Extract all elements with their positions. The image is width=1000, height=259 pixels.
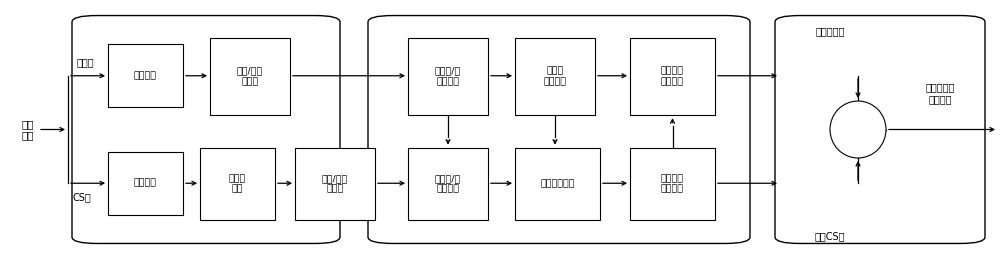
Text: 量化/熵编
码单元: 量化/熵编 码单元 xyxy=(237,67,263,86)
Text: 视频
序列: 视频 序列 xyxy=(22,119,34,140)
Ellipse shape xyxy=(830,101,886,158)
FancyBboxPatch shape xyxy=(210,38,290,115)
Text: 测量模块: 测量模块 xyxy=(134,179,157,188)
Text: 熵解码/反
量化单元: 熵解码/反 量化单元 xyxy=(435,67,461,86)
Text: 帧组合输出
视频序列: 帧组合输出 视频序列 xyxy=(925,82,955,104)
Text: 重构关键帧: 重构关键帧 xyxy=(815,26,845,36)
Text: 块初始
重构单元: 块初始 重构单元 xyxy=(544,67,566,86)
Text: 熵解码/反
量化单元: 熵解码/反 量化单元 xyxy=(435,174,461,193)
FancyBboxPatch shape xyxy=(408,38,488,115)
Text: 重构CS帧: 重构CS帧 xyxy=(815,231,845,241)
Text: 帧内字典
构造模块: 帧内字典 构造模块 xyxy=(661,67,684,86)
FancyBboxPatch shape xyxy=(295,148,375,220)
FancyBboxPatch shape xyxy=(108,44,183,107)
Text: 测量模块: 测量模块 xyxy=(134,71,157,80)
FancyBboxPatch shape xyxy=(630,148,715,220)
FancyBboxPatch shape xyxy=(200,148,275,220)
FancyBboxPatch shape xyxy=(630,38,715,115)
Text: 智能生成模块: 智能生成模块 xyxy=(540,179,575,188)
FancyBboxPatch shape xyxy=(515,148,600,220)
FancyBboxPatch shape xyxy=(108,152,183,215)
Text: 量化/熵编
码单元: 量化/熵编 码单元 xyxy=(322,174,348,193)
FancyBboxPatch shape xyxy=(408,148,488,220)
Text: 关键帧: 关键帧 xyxy=(76,57,94,67)
Text: 帧间字典
构造模块: 帧间字典 构造模块 xyxy=(661,174,684,193)
FancyBboxPatch shape xyxy=(515,38,595,115)
Text: 多描述
模块: 多描述 模块 xyxy=(229,174,246,193)
Text: CS帧: CS帧 xyxy=(73,192,91,202)
